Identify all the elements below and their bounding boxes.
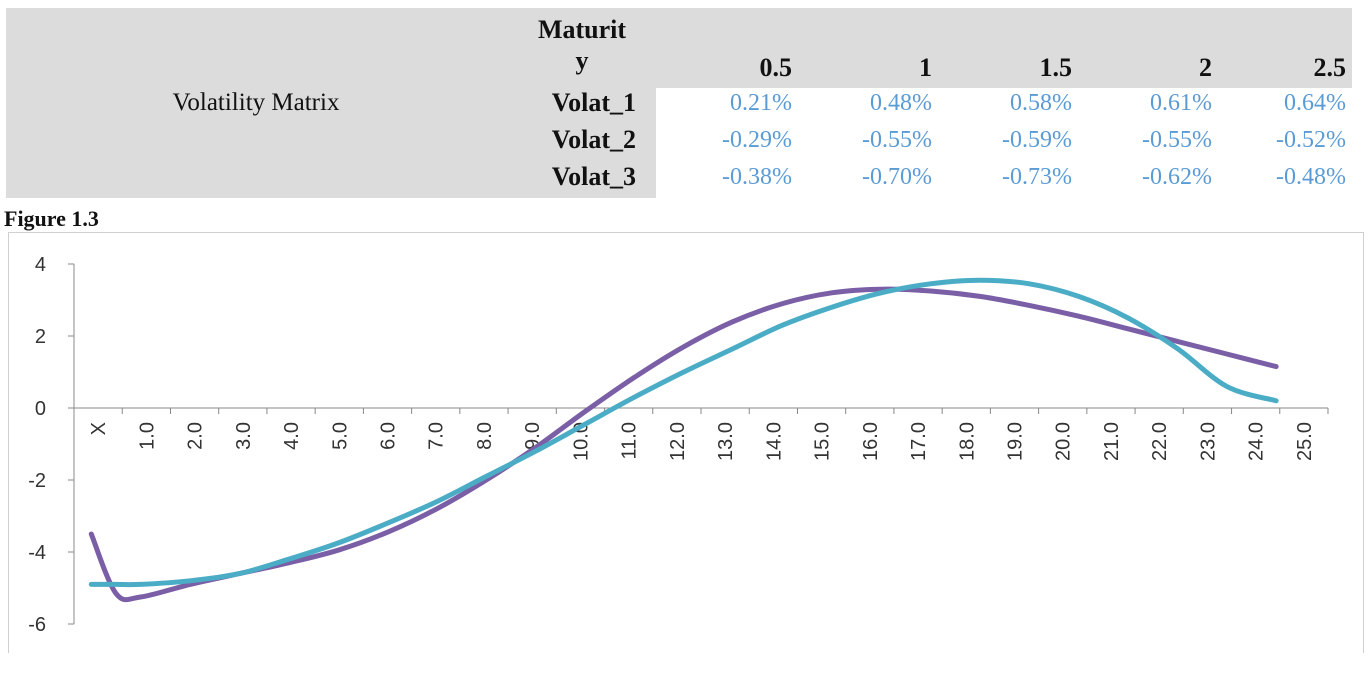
x-tick-label: 23.0	[1197, 422, 1219, 461]
x-tick-label: 15.0	[812, 422, 834, 461]
x-tick-label: 24.0	[1246, 422, 1268, 461]
x-tick-label: 12.0	[667, 422, 689, 461]
cell-volat1-m3: 0.58%	[1010, 90, 1072, 116]
row-label-volat-1: Volat_1	[551, 88, 636, 117]
y-tick-label: 0	[35, 398, 46, 420]
cell-volat3-m5: -0.48%	[1276, 164, 1346, 190]
x-tick-label: 3.0	[233, 422, 255, 450]
maturity-col-3: 1.5	[1039, 53, 1073, 82]
cell-volat1-m2: 0.48%	[870, 90, 932, 116]
row-label-volat-2: Volat_2	[551, 125, 636, 154]
volatility-table: Volatility Matrix Maturit y 0.5 1 1.5 2 …	[6, 8, 1352, 198]
cell-volat2-m5: -0.52%	[1276, 127, 1346, 153]
x-tick-label: 1.0	[136, 422, 158, 450]
series-teal-line	[88, 277, 1279, 588]
x-tick-label: 11.0	[619, 422, 641, 459]
maturity-col-1: 0.5	[759, 53, 793, 82]
x-tick-label: 2.0	[185, 422, 207, 450]
x-tick-label: 5.0	[329, 422, 351, 450]
chart-svg: 420-2-4-6X 1.0 2.0 3.0 4.0 5.0 6.0 7.0 8.0 9.0 10.…	[28, 254, 1329, 636]
cell-volat2-m1: -0.29%	[722, 127, 792, 153]
x-tick-label: 14.0	[763, 422, 785, 461]
y-tick-label: -2	[28, 470, 46, 492]
x-tick-label: 22.0	[1149, 422, 1171, 461]
maturity-col-5: 2.5	[1313, 53, 1347, 82]
chart-frame	[8, 232, 1364, 653]
y-tick-label: -6	[28, 614, 46, 636]
x-tick-label: 6.0	[378, 422, 400, 450]
x-tick-label: 4.0	[281, 422, 303, 450]
cell-volat1-m4: 0.61%	[1150, 90, 1212, 116]
maturity-header-line1: Maturit	[537, 15, 627, 44]
y-tick-label: 2	[35, 326, 46, 348]
cell-volat1-m5: 0.64%	[1284, 90, 1346, 116]
values-area: 0.21% 0.48% 0.58% 0.61% 0.64% -0.29% -0.…	[656, 88, 1352, 198]
row-label-volat-3: Volat_3	[551, 162, 636, 191]
maturity-header: Maturit y	[506, 14, 658, 84]
cell-volat3-m2: -0.70%	[862, 164, 932, 190]
x-tick-label: 25.0	[1294, 422, 1316, 461]
x-tick-label: 19.0	[1005, 422, 1027, 461]
table-title: Volatility Matrix	[172, 89, 340, 116]
cell-volat2-m2: -0.55%	[862, 127, 932, 153]
x-tick-label: 20.0	[1053, 422, 1075, 461]
maturity-header-line2: y	[575, 46, 589, 75]
x-tick-label: 18.0	[956, 422, 978, 461]
cell-volat3-m1: -0.38%	[722, 164, 792, 190]
table-title-cell: Volatility Matrix	[6, 8, 506, 198]
x-tick-label: 16.0	[860, 422, 882, 461]
y-tick-label: 4	[35, 254, 46, 276]
cell-volat2-m4: -0.55%	[1142, 127, 1212, 153]
x-tick-label: 8.0	[474, 422, 496, 450]
y-tick-label: -4	[28, 542, 46, 564]
cell-volat3-m4: -0.62%	[1142, 164, 1212, 190]
cell-volat1-m1: 0.21%	[730, 90, 792, 116]
x-tick-label: 17.0	[908, 422, 930, 461]
figure-label: Figure 1.3	[4, 206, 99, 231]
line-chart: 4 2 0 -2 -4 -6 X 1.0 2.0 3.0 4.0 5.0 6.0 7.0 8.0 9.0 10.…	[0, 232, 1366, 678]
maturity-col-4: 2	[1199, 53, 1212, 82]
maturity-col-2: 1	[919, 53, 932, 82]
cell-volat2-m3: -0.59%	[1002, 127, 1072, 153]
cell-volat3-m3: -0.73%	[1002, 164, 1072, 190]
x-tick-label: 7.0	[426, 422, 448, 450]
x-tick-label: X	[88, 422, 110, 435]
x-tick-label: 21.0	[1101, 422, 1123, 461]
x-tick-label: 13.0	[715, 422, 737, 461]
